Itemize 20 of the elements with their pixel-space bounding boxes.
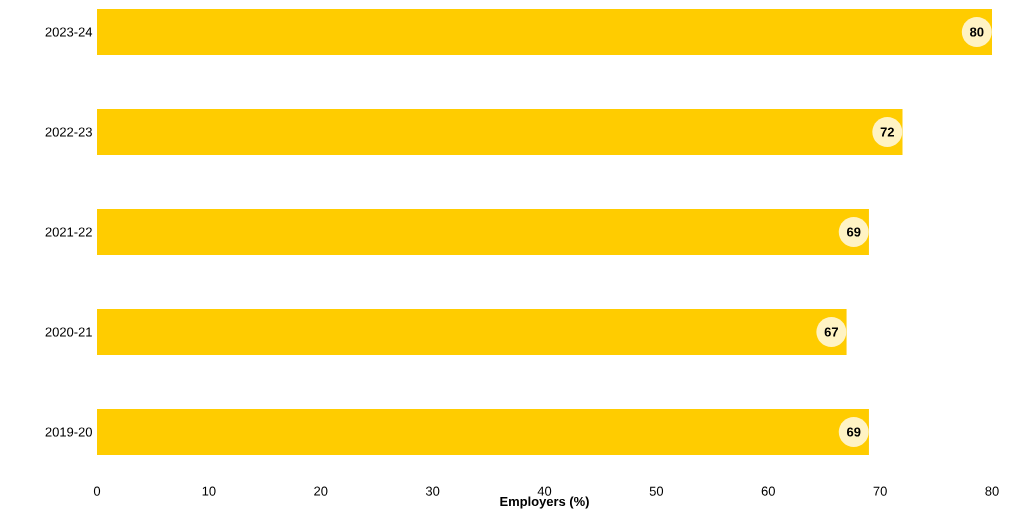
- x-tick-label: 20: [314, 486, 328, 496]
- y-tick-label: 2023-24: [45, 27, 93, 37]
- x-tick-label: 40: [537, 486, 552, 496]
- data-label: 69: [847, 427, 861, 437]
- x-axis-title: Employers (%): [500, 496, 589, 509]
- y-tick-label: 2021-22: [45, 227, 92, 237]
- x-tick-label: 50: [649, 486, 664, 496]
- x-tick-label: 10: [202, 486, 216, 496]
- data-label: 67: [824, 327, 839, 337]
- x-tick-label: 30: [425, 486, 440, 496]
- y-tick-label: 2022-23: [45, 127, 92, 137]
- x-tick-label: 70: [873, 486, 887, 496]
- y-tick-label: 2019-20: [45, 427, 92, 437]
- data-label: 69: [847, 227, 861, 237]
- data-label: 72: [880, 127, 894, 137]
- x-tick-label: 80: [985, 486, 999, 496]
- data-label: 80: [970, 27, 984, 37]
- x-tick-label: 60: [761, 486, 775, 496]
- y-tick-label: 2020-21: [45, 327, 92, 337]
- x-tick-label: 0: [93, 486, 101, 496]
